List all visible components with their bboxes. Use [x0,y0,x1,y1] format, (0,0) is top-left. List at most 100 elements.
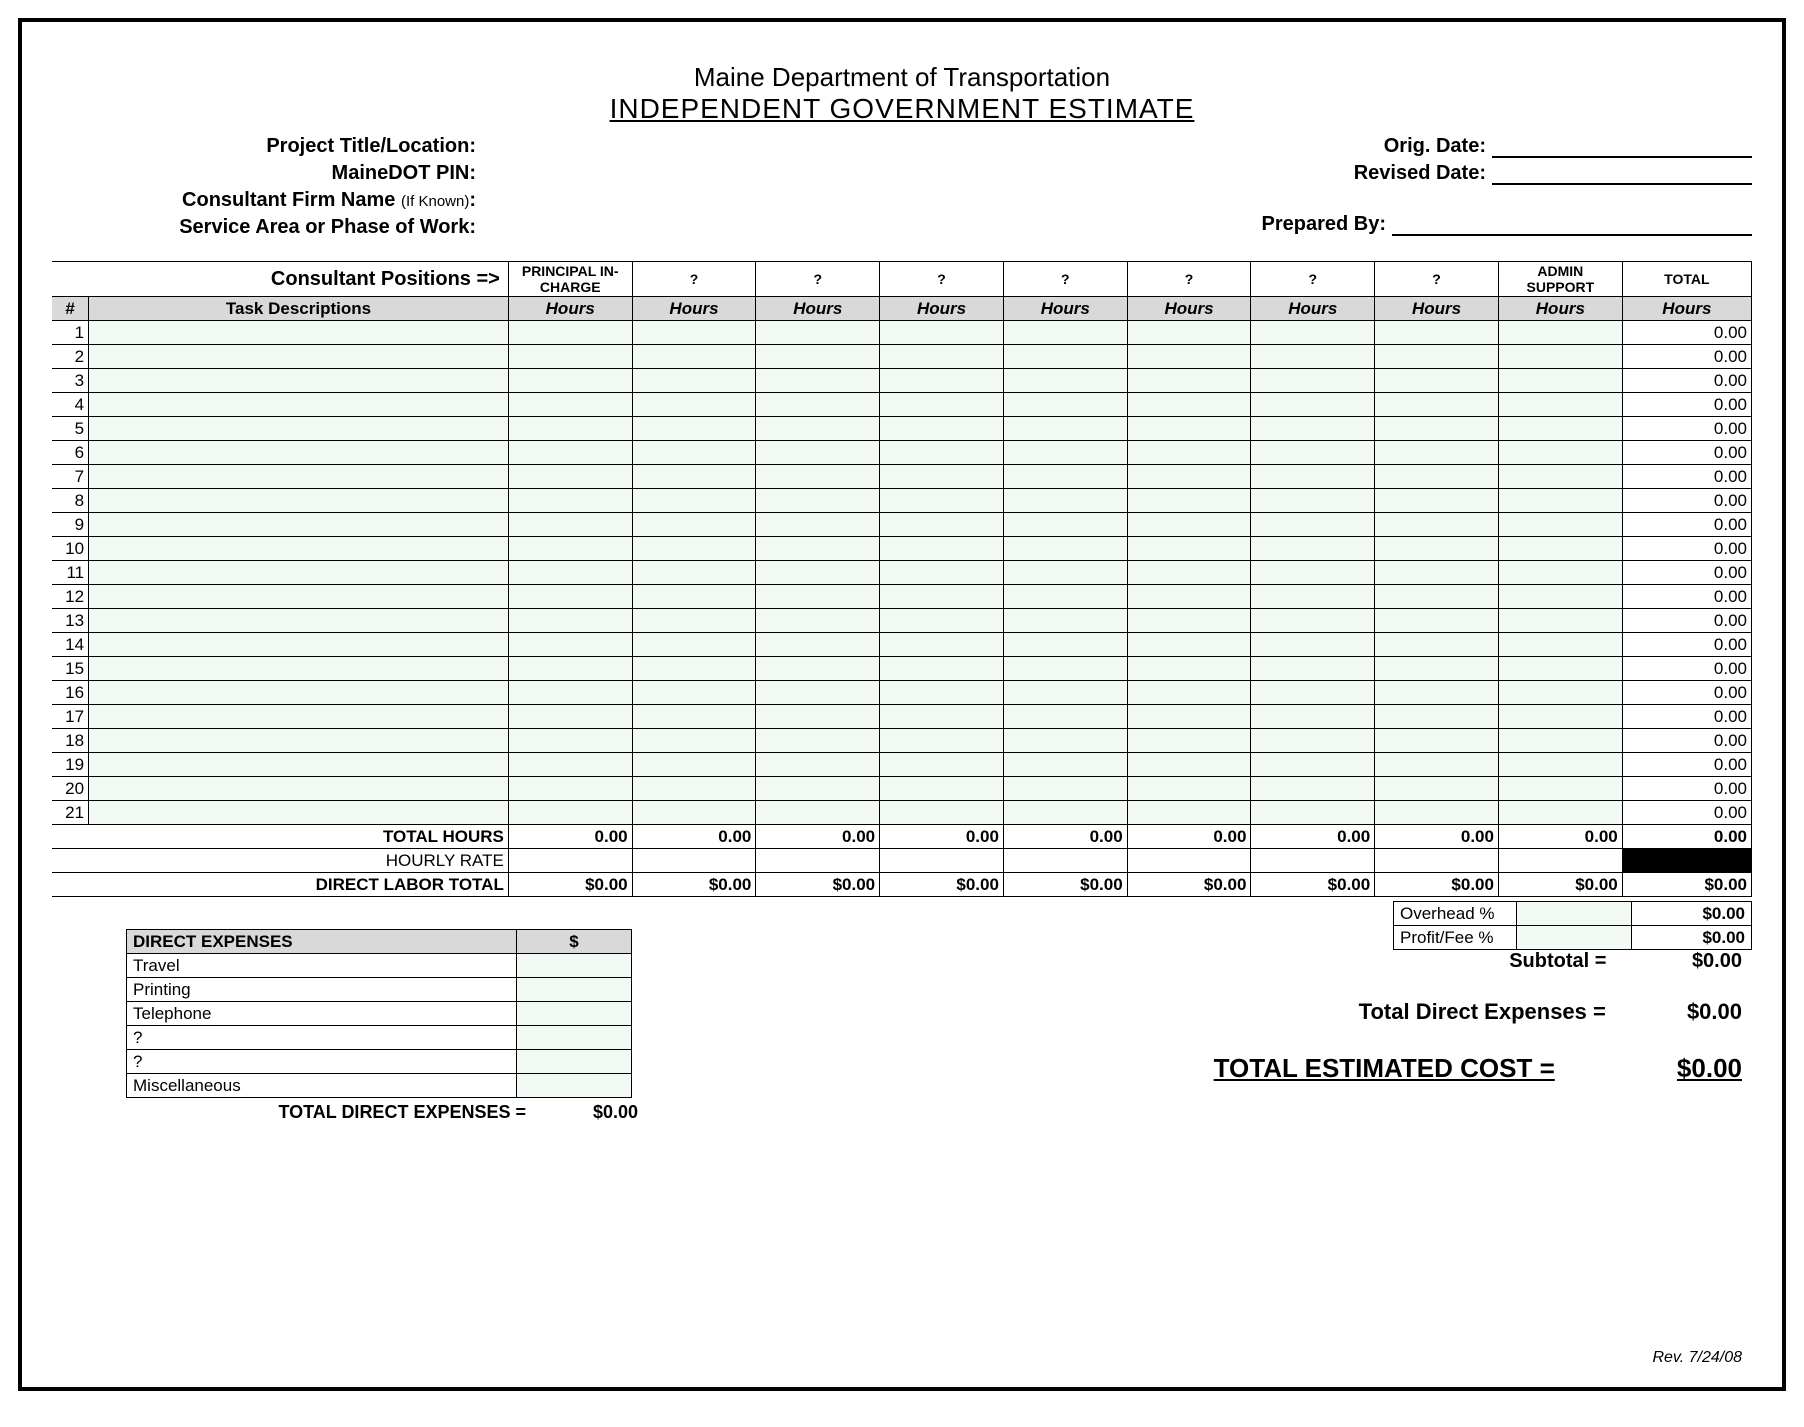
expense-value-input[interactable] [517,1050,632,1074]
task-desc-input[interactable] [89,753,509,777]
hours-input[interactable] [508,609,632,633]
hours-input[interactable] [632,561,756,585]
hours-input[interactable] [508,753,632,777]
hours-input[interactable] [1003,561,1127,585]
hours-input[interactable] [756,681,880,705]
hours-input[interactable] [1003,513,1127,537]
hours-input[interactable] [1127,801,1251,825]
hours-input[interactable] [1251,705,1375,729]
hours-input[interactable] [1375,777,1499,801]
hours-input[interactable] [632,489,756,513]
hours-input[interactable] [1498,441,1622,465]
hours-input[interactable] [632,537,756,561]
hours-input[interactable] [1498,777,1622,801]
hours-input[interactable] [756,465,880,489]
hours-input[interactable] [1003,681,1127,705]
hourly-rate-4[interactable] [1003,849,1127,873]
hours-input[interactable] [1003,393,1127,417]
hours-input[interactable] [756,705,880,729]
hours-input[interactable] [880,681,1004,705]
hours-input[interactable] [1251,609,1375,633]
hours-input[interactable] [880,801,1004,825]
hours-input[interactable] [1251,369,1375,393]
hours-input[interactable] [1375,393,1499,417]
overhead-input[interactable] [1517,902,1632,926]
hours-input[interactable] [880,489,1004,513]
task-desc-input[interactable] [89,729,509,753]
hours-input[interactable] [508,417,632,441]
hours-input[interactable] [756,393,880,417]
hours-input[interactable] [1251,753,1375,777]
hours-input[interactable] [880,561,1004,585]
hours-input[interactable] [1498,417,1622,441]
hours-input[interactable] [1127,321,1251,345]
hours-input[interactable] [1003,441,1127,465]
hours-input[interactable] [1127,345,1251,369]
hours-input[interactable] [1251,633,1375,657]
hours-input[interactable] [880,657,1004,681]
hours-input[interactable] [756,609,880,633]
hours-input[interactable] [1375,753,1499,777]
hours-input[interactable] [1251,393,1375,417]
hours-input[interactable] [1251,441,1375,465]
expense-value-input[interactable] [517,978,632,1002]
hours-input[interactable] [756,537,880,561]
task-desc-input[interactable] [89,441,509,465]
hours-input[interactable] [632,513,756,537]
hours-input[interactable] [880,777,1004,801]
hours-input[interactable] [632,609,756,633]
expense-value-input[interactable] [517,1074,632,1098]
task-desc-input[interactable] [89,321,509,345]
hours-input[interactable] [508,729,632,753]
hours-input[interactable] [1003,369,1127,393]
hours-input[interactable] [1003,585,1127,609]
hours-input[interactable] [1003,633,1127,657]
hourly-rate-0[interactable] [508,849,632,873]
hours-input[interactable] [756,561,880,585]
hours-input[interactable] [632,681,756,705]
hours-input[interactable] [1375,705,1499,729]
hours-input[interactable] [1127,465,1251,489]
hours-input[interactable] [1251,321,1375,345]
hours-input[interactable] [880,513,1004,537]
hours-input[interactable] [1003,345,1127,369]
hours-input[interactable] [632,657,756,681]
hours-input[interactable] [1127,489,1251,513]
hours-input[interactable] [1375,441,1499,465]
hours-input[interactable] [1498,801,1622,825]
hours-input[interactable] [1498,705,1622,729]
orig-date-input[interactable] [1492,136,1752,158]
hours-input[interactable] [632,393,756,417]
hourly-rate-8[interactable] [1498,849,1622,873]
hours-input[interactable] [1375,657,1499,681]
hours-input[interactable] [1127,393,1251,417]
hours-input[interactable] [1127,657,1251,681]
hours-input[interactable] [508,537,632,561]
hours-input[interactable] [1003,417,1127,441]
hours-input[interactable] [632,777,756,801]
hours-input[interactable] [508,345,632,369]
hours-input[interactable] [1375,345,1499,369]
hours-input[interactable] [508,705,632,729]
hours-input[interactable] [756,513,880,537]
hours-input[interactable] [1003,801,1127,825]
hours-input[interactable] [1498,537,1622,561]
hours-input[interactable] [1251,657,1375,681]
task-desc-input[interactable] [89,489,509,513]
hours-input[interactable] [880,585,1004,609]
hours-input[interactable] [1127,681,1251,705]
hours-input[interactable] [1127,537,1251,561]
hours-input[interactable] [1375,513,1499,537]
hours-input[interactable] [508,681,632,705]
hours-input[interactable] [1127,777,1251,801]
hours-input[interactable] [1375,489,1499,513]
hours-input[interactable] [1498,681,1622,705]
task-desc-input[interactable] [89,609,509,633]
hours-input[interactable] [1003,729,1127,753]
task-desc-input[interactable] [89,513,509,537]
task-desc-input[interactable] [89,465,509,489]
hours-input[interactable] [1127,753,1251,777]
hours-input[interactable] [1375,801,1499,825]
hours-input[interactable] [1375,369,1499,393]
hours-input[interactable] [756,585,880,609]
